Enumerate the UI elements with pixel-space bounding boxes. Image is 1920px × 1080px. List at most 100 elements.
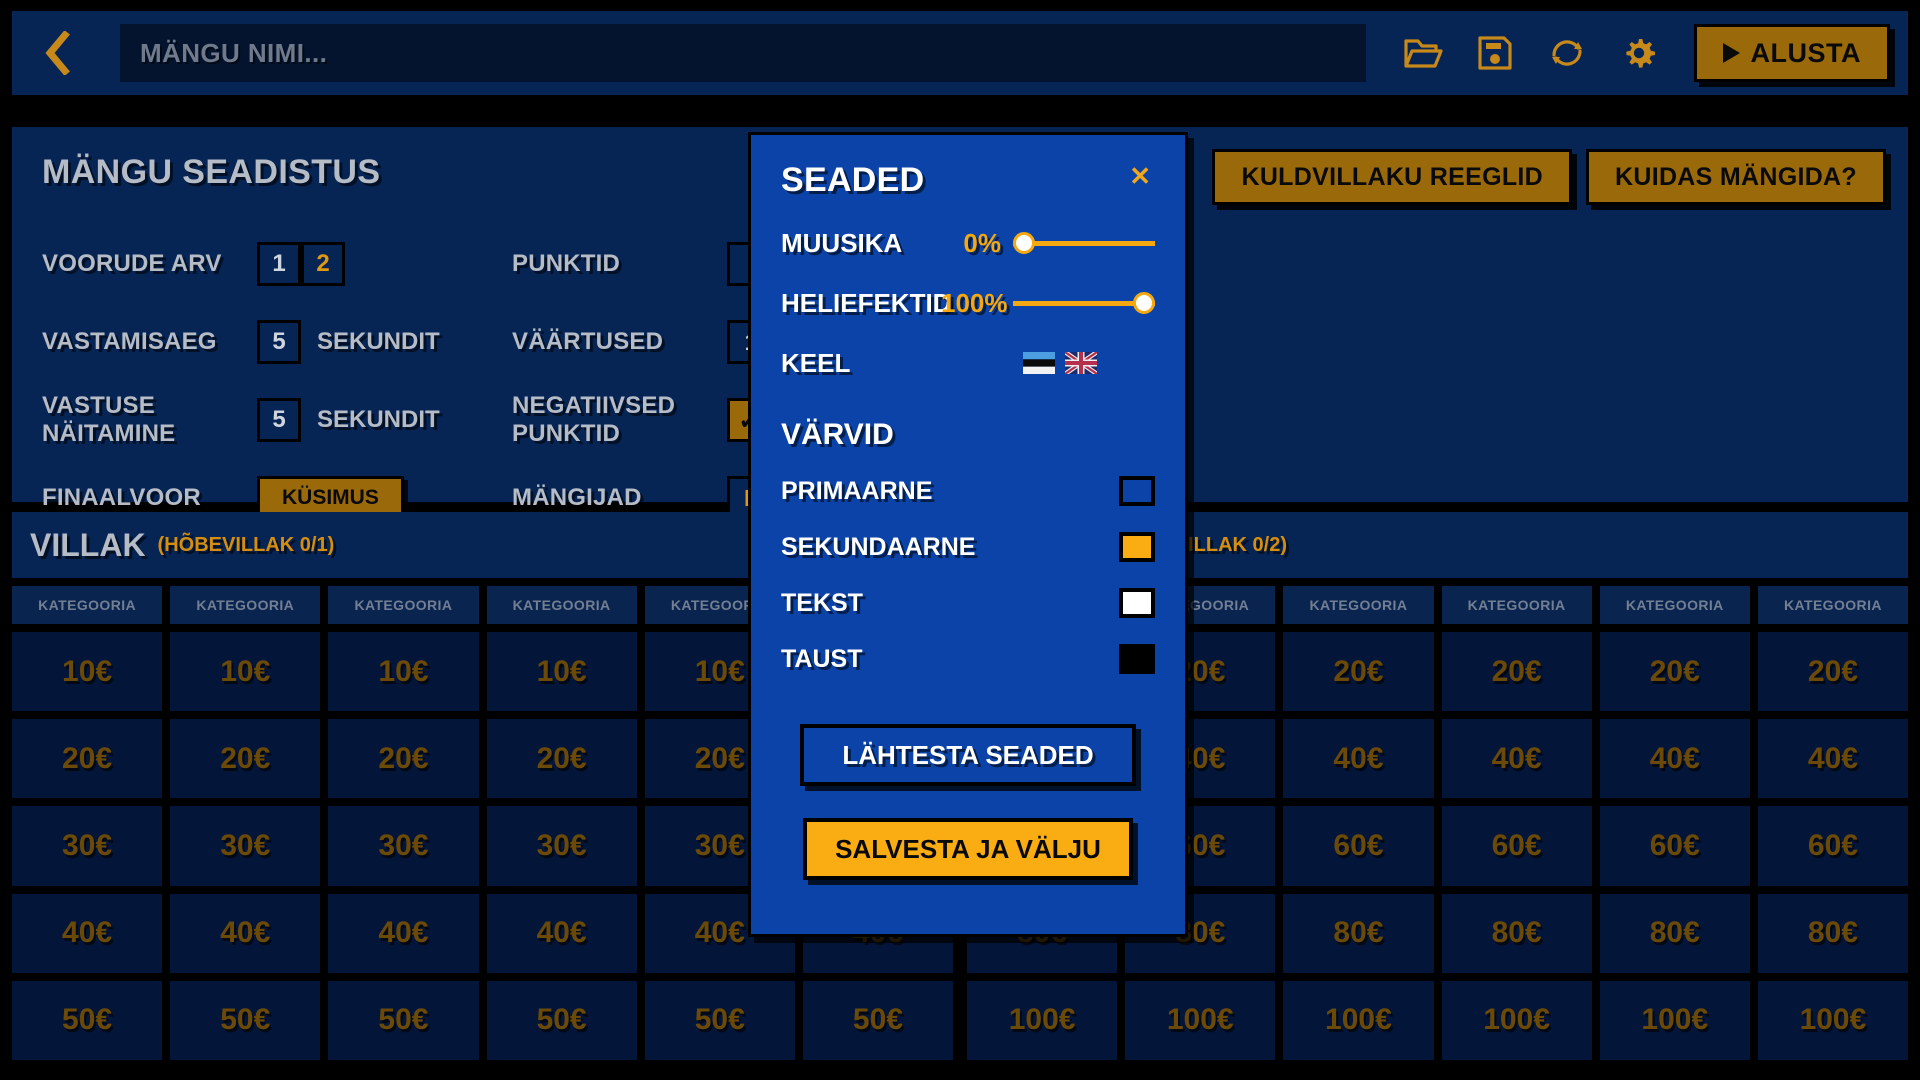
value-cell[interactable]: 100€ — [1125, 980, 1276, 1061]
game-name-input[interactable] — [120, 24, 1366, 82]
category-cell[interactable]: KATEGOORIA — [170, 586, 321, 624]
color-label: TAUST — [781, 644, 863, 673]
back-button[interactable] — [34, 25, 80, 81]
close-icon[interactable]: ✕ — [1129, 161, 1151, 191]
save-and-exit-button[interactable]: SALVESTA JA VÄLJU — [803, 818, 1133, 880]
color-swatch-background[interactable] — [1119, 644, 1155, 674]
board-row: 50€ 50€ 50€ 50€ 50€ 50€ — [12, 980, 954, 1061]
value-cell[interactable]: 80€ — [1599, 893, 1750, 973]
value-cell[interactable]: 100€ — [967, 980, 1118, 1061]
value-cell[interactable]: 20€ — [1283, 632, 1434, 712]
value-cell[interactable]: 80€ — [1283, 893, 1434, 973]
settings-button[interactable] — [1608, 22, 1670, 84]
board-row: 100€ 100€ 100€ 100€ 100€ 100€ — [967, 980, 1909, 1061]
value-cell[interactable]: 50€ — [12, 980, 163, 1061]
value-cell[interactable]: 20€ — [328, 719, 479, 799]
floppy-save-icon — [1477, 36, 1512, 70]
music-volume-row: MUUSIKA 0% — [781, 226, 1155, 260]
answer-time-unit: SEKUNDIT — [317, 328, 440, 355]
answer-display-value[interactable]: 5 — [257, 398, 301, 442]
save-file-button[interactable] — [1464, 22, 1526, 84]
value-cell[interactable]: 20€ — [1599, 632, 1750, 712]
slider-knob[interactable] — [1133, 292, 1155, 314]
value-cell[interactable]: 30€ — [486, 806, 637, 886]
value-cell[interactable]: 10€ — [12, 632, 163, 712]
setting-label: NEGATIIVSED PUNKTID — [512, 392, 676, 447]
value-cell[interactable]: 40€ — [486, 893, 637, 973]
board-row: 10€10€10€10€10€10€ — [12, 632, 954, 712]
value-cell[interactable]: 80€ — [1441, 893, 1592, 973]
open-file-button[interactable] — [1392, 22, 1454, 84]
gear-icon — [1625, 39, 1655, 68]
how-to-play-button[interactable]: KUIDAS MÄNGIDA? — [1586, 149, 1886, 205]
value-cell[interactable]: 80€ — [1757, 893, 1909, 973]
colors-section-title: VÄRVID — [781, 418, 894, 451]
value-cell[interactable]: 10€ — [170, 632, 321, 712]
value-cell[interactable]: 50€ — [644, 980, 795, 1061]
value-cell[interactable]: 20€ — [1757, 632, 1909, 712]
value-cell[interactable]: 50€ — [170, 980, 321, 1061]
refresh-button[interactable] — [1536, 22, 1598, 84]
setting-label: FINAALVOOR — [42, 484, 201, 511]
music-slider[interactable] — [1013, 230, 1155, 256]
setting-label: VOORUDE ARV — [42, 250, 222, 277]
value-cell[interactable]: 20€ — [12, 719, 163, 799]
value-cell[interactable]: 50€ — [802, 980, 954, 1061]
start-game-button[interactable]: ALUSTA — [1693, 24, 1890, 82]
round-count-segment: 1 2 — [257, 242, 345, 286]
value-cell[interactable]: 100€ — [1599, 980, 1750, 1061]
color-label: PRIMAARNE — [781, 476, 933, 505]
language-row: KEEL — [781, 346, 1155, 380]
answer-time-value[interactable]: 5 — [257, 320, 301, 364]
value-cell[interactable]: 30€ — [328, 806, 479, 886]
board-subtitle: (HÕBEVILLAK 0/1) — [157, 533, 335, 556]
value-cell[interactable]: 40€ — [1599, 719, 1750, 799]
music-label: MUUSIKA — [781, 227, 903, 258]
estonia-flag-icon[interactable] — [1023, 352, 1055, 374]
value-cell[interactable]: 40€ — [170, 893, 321, 973]
category-cell[interactable]: KATEGOORIA — [486, 586, 637, 624]
value-cell[interactable]: 40€ — [328, 893, 479, 973]
color-swatch-primary[interactable] — [1119, 476, 1155, 506]
round-option-2[interactable]: 2 — [301, 242, 345, 286]
category-cell[interactable]: KATEGOORIA — [1757, 586, 1909, 624]
setting-label: MÄNGIJAD — [512, 484, 642, 511]
value-cell[interactable]: 40€ — [1441, 719, 1592, 799]
slider-bar — [1013, 300, 1155, 306]
uk-flag-icon[interactable] — [1065, 352, 1097, 374]
color-swatch-text[interactable] — [1119, 588, 1155, 618]
value-cell[interactable]: 60€ — [1441, 806, 1592, 886]
value-cell[interactable]: 40€ — [1283, 719, 1434, 799]
value-cell[interactable]: 100€ — [1441, 980, 1592, 1061]
color-swatch-secondary[interactable] — [1119, 532, 1155, 562]
setting-points: PUNKTID T... — [512, 240, 1878, 288]
category-cell[interactable]: KATEGOORIA — [1441, 586, 1592, 624]
category-cell[interactable]: KATEGOORIA — [1283, 586, 1434, 624]
value-cell[interactable]: 60€ — [1599, 806, 1750, 886]
value-cell[interactable]: 50€ — [328, 980, 479, 1061]
category-cell[interactable]: KATEGOORIA — [328, 586, 479, 624]
round-option-1[interactable]: 1 — [257, 242, 301, 286]
value-cell[interactable]: 20€ — [1441, 632, 1592, 712]
value-cell[interactable]: 100€ — [1283, 980, 1434, 1061]
value-cell[interactable]: 10€ — [486, 632, 637, 712]
color-label: SEKUNDAARNE — [781, 532, 976, 561]
value-cell[interactable]: 100€ — [1757, 980, 1909, 1061]
sfx-slider[interactable] — [1013, 290, 1155, 316]
category-cell[interactable]: KATEGOORIA — [1599, 586, 1750, 624]
value-cell[interactable]: 60€ — [1757, 806, 1909, 886]
value-cell[interactable]: 30€ — [170, 806, 321, 886]
value-cell[interactable]: 30€ — [12, 806, 163, 886]
golden-rules-button[interactable]: KULDVILLAKU REEGLID — [1212, 149, 1572, 205]
setting-answer-time: VASTAMISAEG 5 SEKUNDIT — [42, 318, 512, 366]
slider-knob[interactable] — [1013, 232, 1035, 254]
value-cell[interactable]: 20€ — [486, 719, 637, 799]
value-cell[interactable]: 40€ — [1757, 719, 1909, 799]
value-cell[interactable]: 40€ — [12, 893, 163, 973]
reset-settings-button[interactable]: LÄHTESTA SEADED — [800, 724, 1136, 786]
value-cell[interactable]: 50€ — [486, 980, 637, 1061]
value-cell[interactable]: 10€ — [328, 632, 479, 712]
category-cell[interactable]: KATEGOORIA — [12, 586, 163, 624]
value-cell[interactable]: 60€ — [1283, 806, 1434, 886]
value-cell[interactable]: 20€ — [170, 719, 321, 799]
